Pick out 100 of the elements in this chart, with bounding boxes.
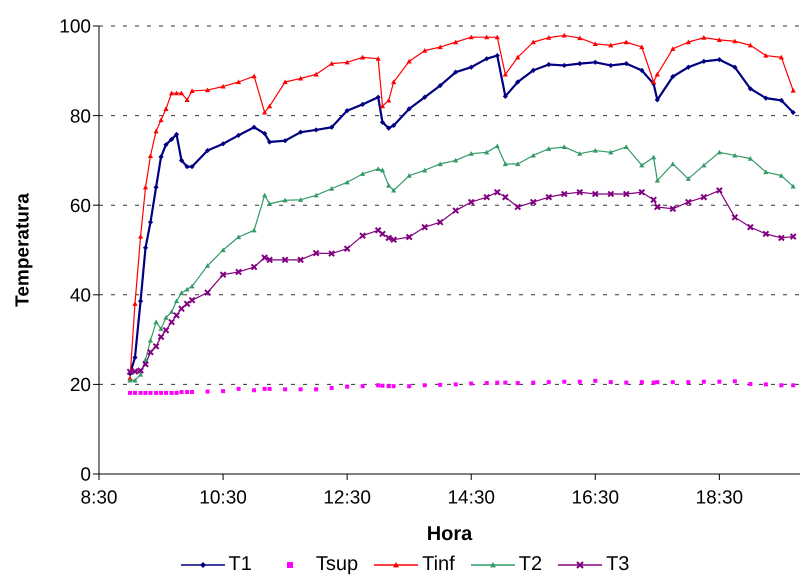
point [251,124,257,130]
point [153,320,159,324]
legend-label: T3 [606,553,630,576]
point [204,288,212,296]
point [132,378,138,382]
point [716,150,722,154]
point [670,380,675,384]
y-tick-label: 100 [59,16,91,38]
point [421,224,428,231]
legend-label: T1 [228,553,252,576]
point [562,380,566,384]
point [516,381,520,386]
point [452,206,460,214]
point [762,230,770,238]
point [376,94,381,100]
point [654,178,660,183]
point [438,161,443,166]
point [168,136,174,142]
y-tick-label: 40 [70,286,91,307]
point [163,315,169,320]
point [158,326,164,331]
point [282,198,288,202]
y-axis-title: Temperatura [12,192,34,307]
point [386,126,392,131]
point [701,162,706,168]
point [266,104,272,108]
point [494,52,500,58]
point [748,86,753,92]
point [344,245,351,252]
point [178,90,184,96]
point [250,263,258,271]
point [329,61,334,66]
point [545,194,552,201]
point [686,40,691,44]
point [546,146,552,151]
point [170,390,174,395]
point [422,48,428,53]
point [219,271,227,278]
point [779,383,784,388]
point [453,70,458,75]
point [652,380,656,385]
point [732,152,738,158]
point [376,56,381,61]
point [592,190,599,198]
point [268,386,272,391]
point [732,379,737,384]
point [608,380,613,384]
point [262,110,268,115]
point [484,381,489,386]
point [530,152,536,158]
point [172,312,180,320]
point [577,35,582,40]
point [144,390,148,395]
point [132,301,138,306]
point [206,390,210,394]
point [453,158,458,162]
point [158,117,164,122]
point [717,380,722,384]
point [391,122,396,128]
point [608,150,614,154]
point [484,56,490,62]
point [562,144,567,150]
x-axis-title: Hora [426,523,474,546]
point [297,256,304,264]
point [157,333,165,341]
point [700,194,708,201]
legend-label: Tinf [422,553,455,576]
legend-label: T2 [518,553,542,576]
point [406,106,412,112]
point [380,168,386,172]
point [220,141,226,146]
point [344,108,350,114]
point [359,232,366,240]
point [168,90,174,96]
point [763,169,768,174]
point [148,220,154,225]
point [484,34,490,40]
point [178,290,184,296]
point [152,342,160,350]
point [360,384,365,388]
point [530,40,536,44]
point [468,34,474,40]
y-tick-label: 60 [70,196,91,217]
point [174,298,180,304]
y-tick-label: 20 [70,375,91,396]
point [148,390,152,395]
point [670,74,676,80]
point [791,383,796,388]
point [138,390,143,395]
point [778,54,784,60]
point [778,234,785,242]
point [748,42,753,48]
point [189,88,195,94]
point [669,205,676,212]
point [763,52,768,58]
point [592,148,598,153]
point [684,198,692,206]
point [282,79,288,84]
point [494,143,500,148]
point [686,380,690,384]
